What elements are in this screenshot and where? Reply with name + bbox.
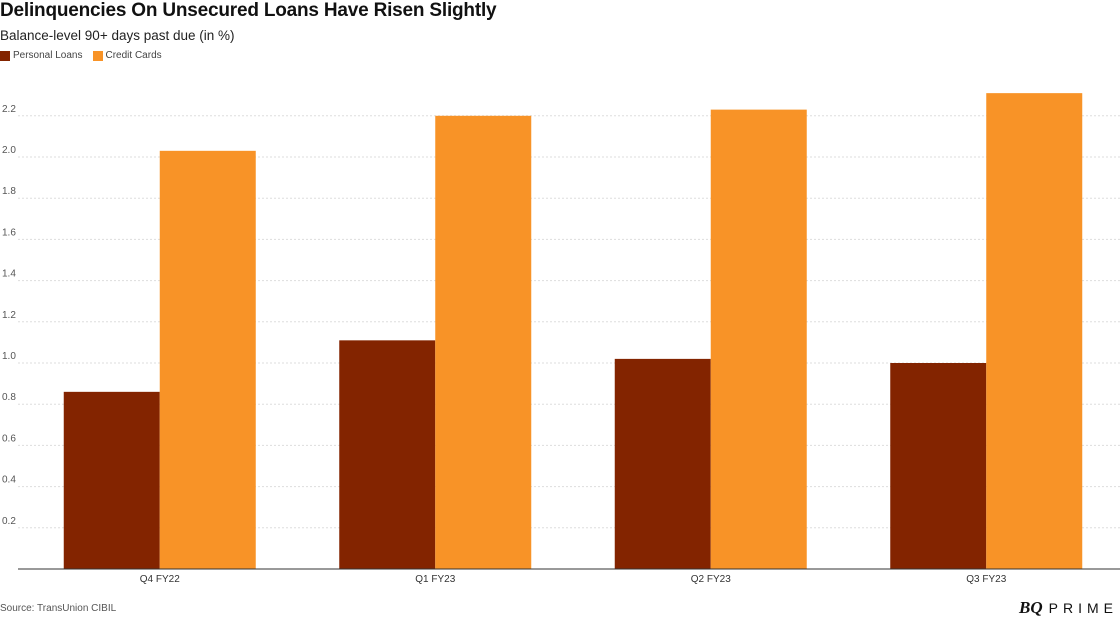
y-axis-ticks: 0.2 0.4 0.6 0.8 1.0 1.2 1.4 1.6 1.8 2.0 2.2 [2, 104, 16, 527]
legend-swatch-personal-loans [0, 50, 10, 61]
bar-personal-loans-q4-fy22 [63, 391, 160, 569]
bar-credit-cards-q1-fy23 [435, 115, 532, 570]
y-tick-label: 2.2 [2, 104, 16, 115]
y-tick-label: 1.6 [2, 227, 16, 238]
legend-item-personal-loans: Personal Loans [0, 50, 83, 61]
x-tick-label: Q4 FY22 [140, 574, 180, 585]
bar-credit-cards-q3-fy23 [986, 93, 1083, 569]
y-tick-label: 1.8 [2, 186, 16, 197]
bar-credit-cards-q2-fy23 [710, 109, 807, 570]
legend-label-personal-loans: Personal Loans [13, 50, 83, 61]
bar-personal-loans-q2-fy23 [614, 358, 711, 569]
y-tick-label: 2.0 [2, 145, 16, 156]
y-tick-label: 0.2 [2, 516, 16, 527]
x-tick-label: Q3 FY23 [966, 574, 1006, 585]
legend-label-credit-cards: Credit Cards [105, 50, 162, 61]
x-tick-label: Q2 FY23 [691, 574, 731, 585]
y-tick-label: 0.6 [2, 433, 16, 444]
bars [63, 93, 1083, 570]
x-tick-label: Q1 FY23 [415, 574, 455, 585]
y-tick-label: 1.4 [2, 269, 16, 280]
bar-personal-loans-q3-fy23 [890, 363, 987, 569]
bar-credit-cards-q4-fy22 [159, 150, 256, 569]
bar-personal-loans-q1-fy23 [339, 340, 436, 569]
y-tick-label: 1.2 [2, 310, 16, 321]
x-axis-ticks: Q4 FY22 Q1 FY23 Q2 FY23 Q3 FY23 [140, 574, 1007, 585]
chart-legend: Personal Loans Credit Cards [0, 50, 172, 61]
brand-logo-mark: BQ [1019, 598, 1043, 617]
legend-swatch-credit-cards [92, 50, 103, 61]
y-tick-label: 0.4 [2, 475, 16, 486]
brand-logo-word: PRIME [1048, 600, 1118, 616]
legend-item-credit-cards: Credit Cards [92, 50, 162, 61]
y-tick-label: 0.8 [2, 392, 16, 403]
source-note: Source: TransUnion CIBIL [0, 603, 117, 614]
bar-chart: 0.2 0.4 0.6 0.8 1.0 1.2 1.4 1.6 1.8 2.0 2.2 Q4 FY2… [2, 93, 1120, 585]
chart-title: Delinquencies On Unsecured Loans Have Ri… [0, 0, 497, 21]
chart-subtitle: Balance-level 90+ days past due (in %) [0, 28, 235, 43]
brand-logo: BQ PRIME [1019, 598, 1118, 618]
y-tick-label: 1.0 [2, 351, 16, 362]
